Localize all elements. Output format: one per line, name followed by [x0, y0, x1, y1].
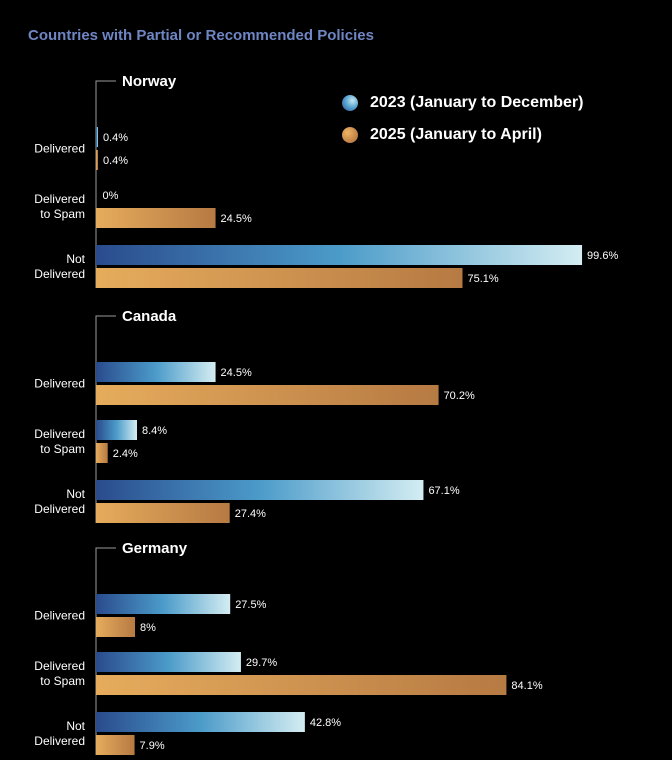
- data-label-canada-not-delivered-2025: 27.4%: [235, 508, 266, 520]
- category-label-norway-not-delivered: Delivered: [34, 267, 85, 281]
- bar-norway-not-delivered-2025: [96, 268, 463, 288]
- category-label-canada-delivered: Delivered: [34, 377, 85, 391]
- bar-canada-not-delivered-2023: [96, 480, 424, 500]
- data-label-norway-delivered-2025: 0.4%: [103, 155, 128, 167]
- bar-canada-delivered-2025: [96, 385, 439, 405]
- bar-canada-delivered-to-spam-2023: [96, 420, 137, 440]
- bar-norway-delivered-2023: [96, 127, 98, 147]
- bar-germany-not-delivered-2023: [96, 712, 305, 732]
- data-label-canada-not-delivered-2023: 67.1%: [428, 485, 459, 497]
- data-label-canada-delivered-2025: 70.2%: [444, 390, 475, 402]
- category-label-germany-delivered: Delivered: [34, 609, 85, 623]
- data-label-germany-delivered-2023: 27.5%: [235, 599, 266, 611]
- legend-label-2025: 2025 (January to April): [370, 126, 542, 143]
- data-label-canada-delivered-to-spam-2023: 8.4%: [142, 425, 167, 437]
- data-label-norway-not-delivered-2025: 75.1%: [467, 273, 498, 285]
- category-label-germany-delivered-to-spam: Delivered: [34, 659, 85, 673]
- bar-germany-delivered-2025: [96, 617, 136, 637]
- legend-label-2023: 2023 (January to December): [370, 94, 584, 111]
- bar-germany-delivered-to-spam-2025: [96, 675, 507, 695]
- category-label-norway-delivered-to-spam: Delivered: [34, 192, 85, 206]
- bar-norway-delivered-2025: [96, 150, 98, 170]
- category-label-canada-delivered-to-spam: Delivered: [34, 427, 85, 441]
- data-label-norway-delivered-to-spam-2025: 24.5%: [221, 213, 252, 225]
- bar-canada-delivered-2023: [96, 362, 216, 382]
- data-label-norway-not-delivered-2023: 99.6%: [587, 250, 618, 262]
- bar-norway-delivered-to-spam-2025: [96, 208, 216, 228]
- data-label-germany-delivered-to-spam-2025: 84.1%: [511, 680, 542, 692]
- chart-title: Countries with Partial or Recommended Po…: [28, 27, 374, 44]
- bar-germany-delivered-to-spam-2023: [96, 652, 241, 672]
- data-label-germany-delivered-2025: 8%: [140, 622, 156, 634]
- legend-item-2023: 2023 (January to December): [342, 94, 583, 112]
- bar-norway-not-delivered-2023: [96, 245, 583, 265]
- group-label-canada: Canada: [122, 308, 177, 325]
- data-label-canada-delivered-2023: 24.5%: [221, 367, 252, 379]
- category-label-norway-delivered-to-spam: to Spam: [40, 207, 85, 221]
- group-label-norway: Norway: [122, 73, 177, 90]
- data-label-germany-not-delivered-2023: 42.8%: [310, 717, 341, 729]
- category-label-canada-not-delivered: Delivered: [34, 502, 85, 516]
- legend-swatch-2025: [342, 127, 358, 143]
- category-label-germany-not-delivered: Delivered: [34, 734, 85, 748]
- category-label-germany-not-delivered: Not: [66, 719, 85, 733]
- bar-canada-not-delivered-2025: [96, 503, 230, 523]
- data-label-germany-not-delivered-2025: 7.9%: [140, 740, 165, 752]
- legend-item-2025: 2025 (January to April): [342, 126, 542, 144]
- bar-germany-delivered-2023: [96, 594, 231, 614]
- bar-canada-delivered-to-spam-2025: [96, 443, 108, 463]
- category-label-norway-delivered: Delivered: [34, 142, 85, 156]
- category-label-canada-not-delivered: Not: [66, 487, 85, 501]
- category-label-germany-delivered-to-spam: to Spam: [40, 674, 85, 688]
- group-label-germany: Germany: [122, 540, 188, 557]
- category-label-canada-delivered-to-spam: to Spam: [40, 442, 85, 456]
- data-label-canada-delivered-to-spam-2025: 2.4%: [113, 448, 138, 460]
- bar-germany-not-delivered-2025: [96, 735, 135, 755]
- data-label-norway-delivered-to-spam-2023: 0%: [103, 190, 119, 202]
- legend-swatch-2023: [342, 95, 358, 111]
- data-label-germany-delivered-to-spam-2023: 29.7%: [246, 657, 277, 669]
- data-label-norway-delivered-2023: 0.4%: [103, 132, 128, 144]
- category-label-norway-not-delivered: Not: [66, 252, 85, 266]
